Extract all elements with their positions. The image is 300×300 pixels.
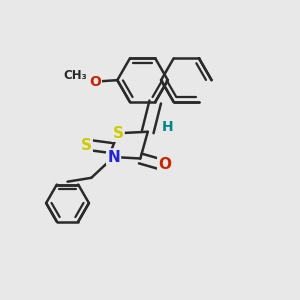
Text: H: H (161, 120, 173, 134)
Text: S: S (81, 138, 92, 153)
Text: O: O (158, 157, 171, 172)
Text: S: S (112, 126, 124, 141)
Text: CH₃: CH₃ (64, 69, 88, 82)
Text: N: N (107, 149, 120, 164)
Text: O: O (89, 75, 101, 88)
